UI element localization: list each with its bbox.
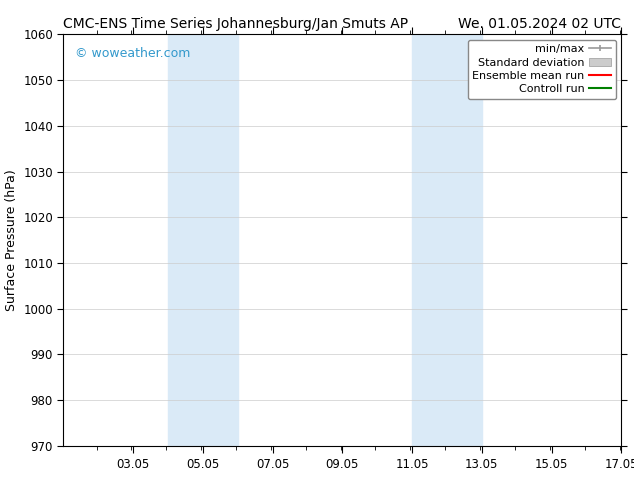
Bar	[412, 34, 482, 446]
Text: CMC-ENS Time Series Johannesburg/Jan Smuts AP: CMC-ENS Time Series Johannesburg/Jan Smu…	[63, 17, 408, 31]
Text: We. 01.05.2024 02 UTC: We. 01.05.2024 02 UTC	[458, 17, 621, 31]
Text: © woweather.com: © woweather.com	[75, 47, 190, 60]
Y-axis label: Surface Pressure (hPa): Surface Pressure (hPa)	[4, 169, 18, 311]
Bar	[168, 34, 238, 446]
Legend: min/max, Standard deviation, Ensemble mean run, Controll run: min/max, Standard deviation, Ensemble me…	[468, 40, 616, 99]
